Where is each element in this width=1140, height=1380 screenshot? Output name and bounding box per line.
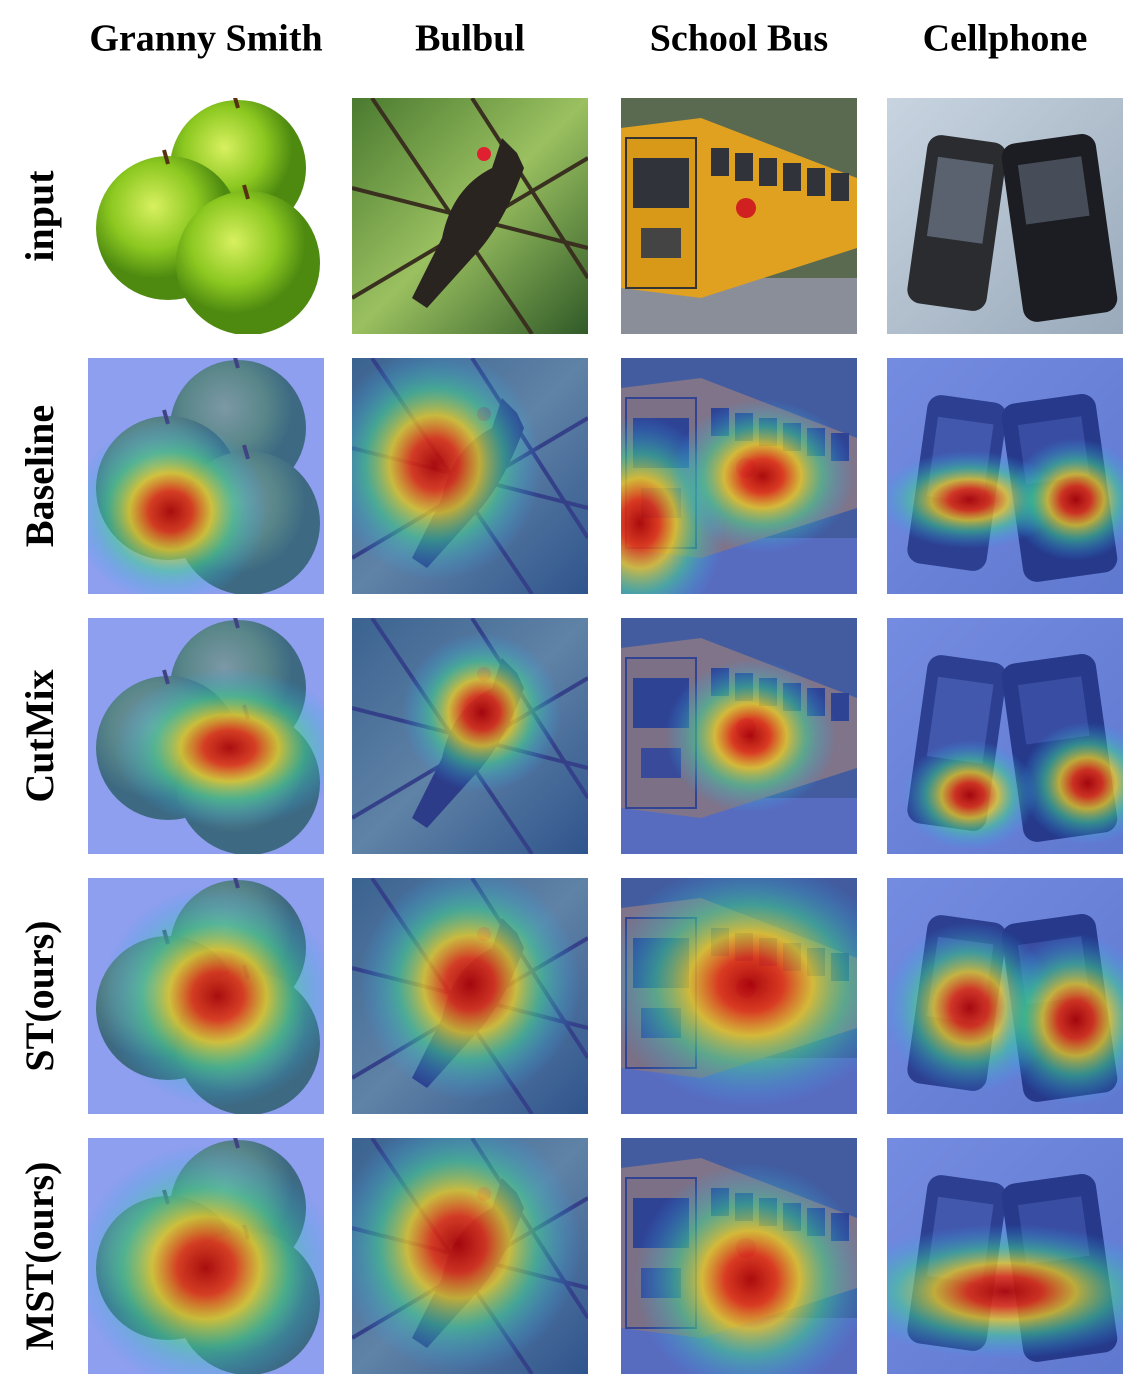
input-image bbox=[887, 98, 1123, 334]
heat-spot bbox=[902, 739, 1038, 851]
stem bbox=[233, 98, 240, 109]
heat-spot bbox=[101, 885, 324, 1107]
heatmap-image bbox=[352, 1138, 588, 1374]
heatmap-image bbox=[887, 878, 1123, 1114]
bird bbox=[412, 138, 524, 308]
heatmap-image bbox=[88, 618, 324, 854]
heat-spot bbox=[88, 419, 269, 594]
heat-spot bbox=[1008, 438, 1123, 561]
heatmap-image bbox=[352, 618, 588, 854]
row-header: Baseline bbox=[17, 405, 62, 547]
heat-spot bbox=[402, 632, 562, 793]
heatmap-image bbox=[887, 618, 1123, 854]
window bbox=[831, 173, 849, 201]
column-header: Cellphone bbox=[923, 18, 1088, 60]
heat-spot bbox=[352, 358, 542, 581]
window bbox=[807, 168, 825, 196]
heatmap-image bbox=[621, 618, 857, 854]
column-header: Bulbul bbox=[415, 18, 525, 60]
heatmap-image bbox=[621, 878, 857, 1114]
branch bbox=[470, 98, 588, 280]
apple bbox=[176, 191, 320, 334]
cheek bbox=[477, 147, 491, 161]
grille bbox=[641, 228, 681, 258]
window bbox=[711, 148, 729, 176]
stop-sign bbox=[736, 198, 756, 218]
window bbox=[783, 163, 801, 191]
column-header: School Bus bbox=[650, 18, 828, 60]
heat-spot bbox=[352, 1138, 581, 1374]
heat-spot bbox=[996, 933, 1123, 1106]
heatmap-image bbox=[352, 358, 588, 594]
column-header: Granny Smith bbox=[89, 18, 322, 60]
heatmap-image bbox=[88, 878, 324, 1114]
input-image bbox=[88, 98, 324, 334]
heatmap-image bbox=[887, 358, 1123, 594]
input-image bbox=[621, 98, 857, 334]
heat-spot bbox=[664, 659, 837, 813]
heatmap-image bbox=[88, 358, 324, 594]
heatmap-image bbox=[887, 1138, 1123, 1374]
window bbox=[735, 153, 753, 181]
row-header: MST(ours) bbox=[17, 1162, 62, 1351]
windshield bbox=[633, 158, 689, 208]
input-image bbox=[352, 98, 588, 334]
heat-spot bbox=[887, 1223, 1123, 1359]
heat-spot bbox=[88, 1145, 324, 1374]
heat-spot bbox=[359, 878, 581, 1101]
heat-spot bbox=[621, 878, 857, 1107]
row-header: ST(ours) bbox=[17, 920, 62, 1071]
heat-spot bbox=[634, 1163, 857, 1374]
row-header: CutMix bbox=[17, 669, 62, 802]
screen bbox=[1017, 156, 1090, 225]
heat-spot bbox=[113, 668, 324, 828]
heatmap-image bbox=[88, 1138, 324, 1374]
screen bbox=[926, 156, 994, 244]
stem bbox=[162, 149, 170, 165]
heatmap-image bbox=[352, 878, 588, 1114]
stem bbox=[242, 184, 250, 200]
heat-spot bbox=[1020, 721, 1123, 845]
heat-spot bbox=[670, 399, 855, 553]
heatmap-image bbox=[621, 358, 857, 594]
row-header: input bbox=[17, 170, 62, 262]
heatmap-image bbox=[621, 1138, 857, 1374]
window bbox=[759, 158, 777, 186]
